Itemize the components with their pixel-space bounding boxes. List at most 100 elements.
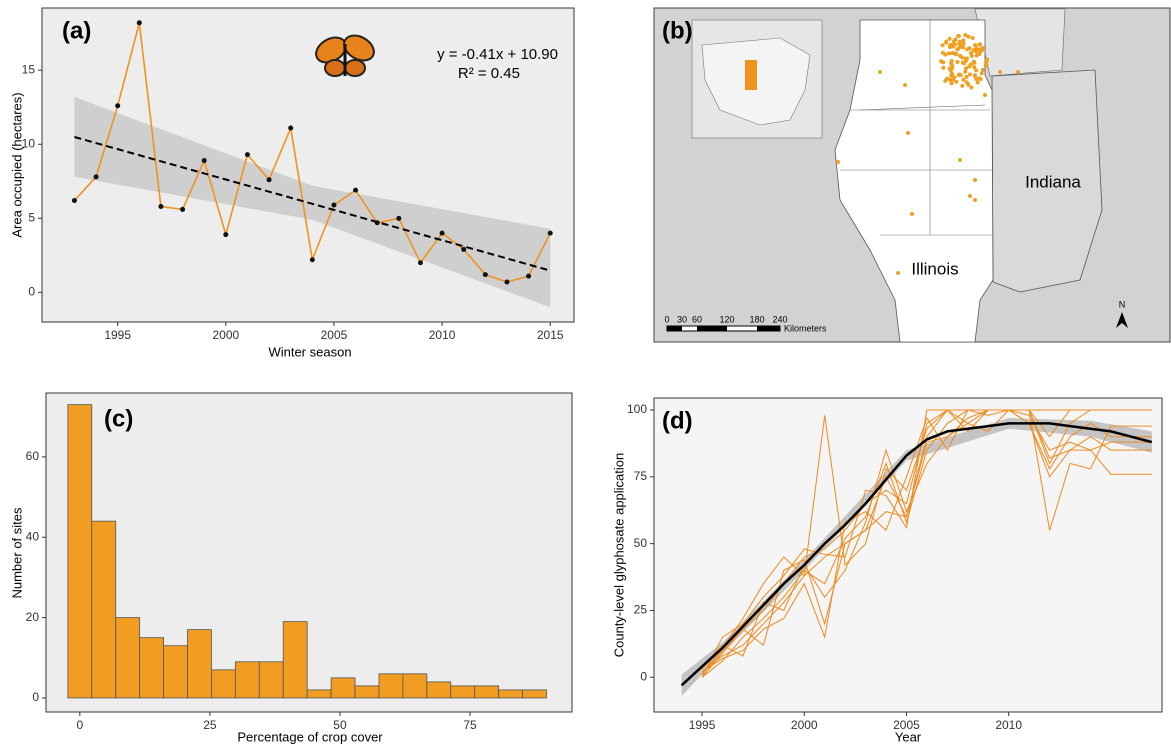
x-axis-title: Winter season: [268, 344, 351, 359]
site-dot: [973, 43, 978, 48]
site-dot: [972, 60, 977, 65]
histogram-bar: [67, 404, 93, 699]
site-dot: [941, 65, 946, 70]
scale-bar: [757, 326, 780, 331]
site-dot: [947, 36, 952, 41]
site-dot: [969, 53, 974, 58]
site-dot: [944, 40, 949, 45]
data-point: [244, 152, 250, 158]
site-dot: [948, 68, 953, 73]
x-tick-label: 2000: [791, 718, 818, 732]
x-tick-label: 50: [333, 718, 347, 732]
histogram-bar: [378, 673, 404, 699]
data-point: [417, 260, 423, 266]
site-dot: [955, 60, 960, 65]
region-label: Indiana: [1025, 172, 1081, 191]
trend-line: [74, 136, 551, 272]
illinois-shape: [834, 19, 994, 343]
site-dot: [953, 37, 958, 42]
histogram-bar: [354, 685, 380, 699]
data-point: [71, 198, 77, 204]
histogram-bar: [474, 685, 500, 699]
y-tick-label: 0: [640, 669, 647, 683]
wing: [343, 34, 375, 62]
site-dot: [962, 61, 967, 66]
x-tick-label: 1995: [104, 328, 131, 342]
scale-label: 120: [719, 314, 734, 324]
r-squared: R² = 0.45: [458, 65, 520, 82]
site-dot: [964, 74, 969, 79]
data-point: [223, 232, 229, 238]
site-dot: [964, 66, 969, 71]
site-dot: [957, 42, 962, 47]
histogram-bar: [211, 669, 236, 699]
site-dot: [975, 80, 980, 85]
y-axis-title: Number of sites: [9, 507, 24, 599]
data-point: [482, 272, 488, 278]
plot-border: [45, 392, 573, 713]
site-dot: [943, 78, 948, 83]
site-dot: [943, 52, 948, 57]
y-tick-label: 50: [634, 536, 648, 550]
site-dot: [961, 38, 966, 43]
site-dot: [960, 83, 965, 88]
site-dot: [973, 178, 977, 182]
x-tick-label: 75: [463, 718, 477, 732]
site-dot: [972, 73, 977, 78]
site-dot: [954, 51, 959, 56]
county-line: [701, 409, 1152, 673]
data-point: [180, 206, 186, 212]
scale-label: 240: [772, 314, 787, 324]
site-dot: [960, 55, 965, 60]
x-tick-label: 2010: [995, 718, 1022, 732]
y-tick-label: 15: [22, 62, 36, 76]
site-dot: [949, 73, 954, 78]
site-dot: [903, 83, 907, 87]
site-dot: [969, 85, 974, 90]
histogram-bar: [426, 681, 452, 699]
panel-label: (a): [62, 17, 91, 44]
wing: [324, 59, 346, 77]
plot-marks: [67, 404, 547, 699]
county-line: [701, 409, 1152, 678]
scale-bar: [697, 326, 727, 331]
y-tick-label: 40: [26, 529, 40, 543]
y-axis-title: County-level glyphosate application: [611, 453, 626, 658]
x-tick-label: 25: [203, 718, 217, 732]
site-dot: [983, 93, 987, 97]
data-point: [526, 273, 532, 279]
site-dot: [980, 67, 985, 72]
data-point: [93, 174, 99, 180]
data-point: [396, 215, 402, 221]
site-dot: [966, 82, 971, 87]
site-dot: [963, 33, 968, 38]
y-tick-label: 5: [28, 210, 35, 224]
site-dot: [974, 68, 979, 73]
county-line: [701, 409, 1152, 673]
site-dot: [956, 33, 961, 38]
plot-marks: [680, 409, 1153, 696]
county-line: [859, 104, 986, 111]
histogram-bar: [187, 629, 212, 699]
indiana-shape: [991, 69, 1103, 293]
data-point: [266, 177, 272, 183]
site-dot: [958, 158, 962, 162]
histogram-bar: [139, 637, 164, 699]
scale-unit: Kilometers: [784, 323, 827, 333]
site-dot: [974, 53, 979, 58]
county-line: [701, 409, 1152, 670]
site-dot: [906, 131, 910, 135]
site-dot: [947, 51, 952, 56]
y-tick-label: 100: [627, 402, 647, 416]
inset-highlight: [745, 60, 757, 90]
county-line: [701, 409, 1152, 678]
confidence-band: [74, 96, 551, 308]
x-tick-label: 2005: [893, 718, 920, 732]
y-tick-label: 0: [28, 285, 35, 299]
site-dot: [977, 47, 982, 52]
site-dot: [950, 63, 955, 68]
x-tick-label: 2005: [321, 328, 348, 342]
site-dot: [878, 70, 882, 74]
butterfly-icon: [315, 34, 375, 77]
